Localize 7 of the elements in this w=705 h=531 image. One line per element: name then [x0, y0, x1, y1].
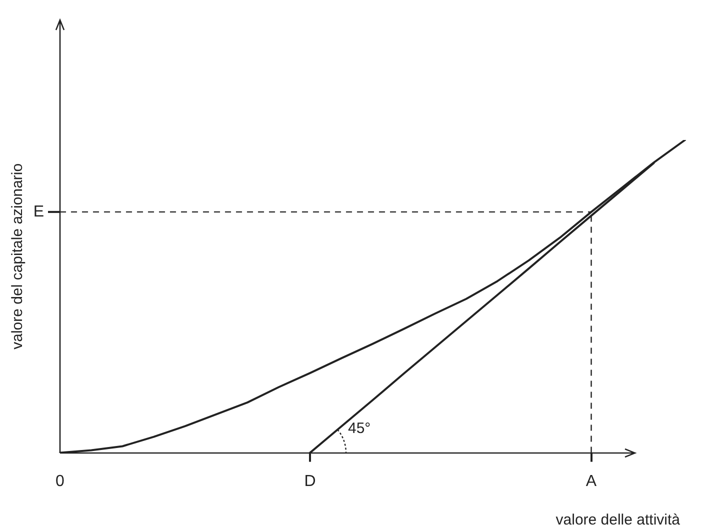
x-tick-label: D	[304, 472, 316, 490]
x-axis-title: valore delle attività	[556, 512, 681, 529]
x-tick-label: 0	[56, 472, 65, 490]
y-axis-title: valore del capitale azionario	[9, 163, 26, 350]
ref-line-label: E	[33, 203, 44, 220]
x-tick-label: A	[586, 472, 597, 490]
annotation: 45°	[348, 420, 371, 437]
